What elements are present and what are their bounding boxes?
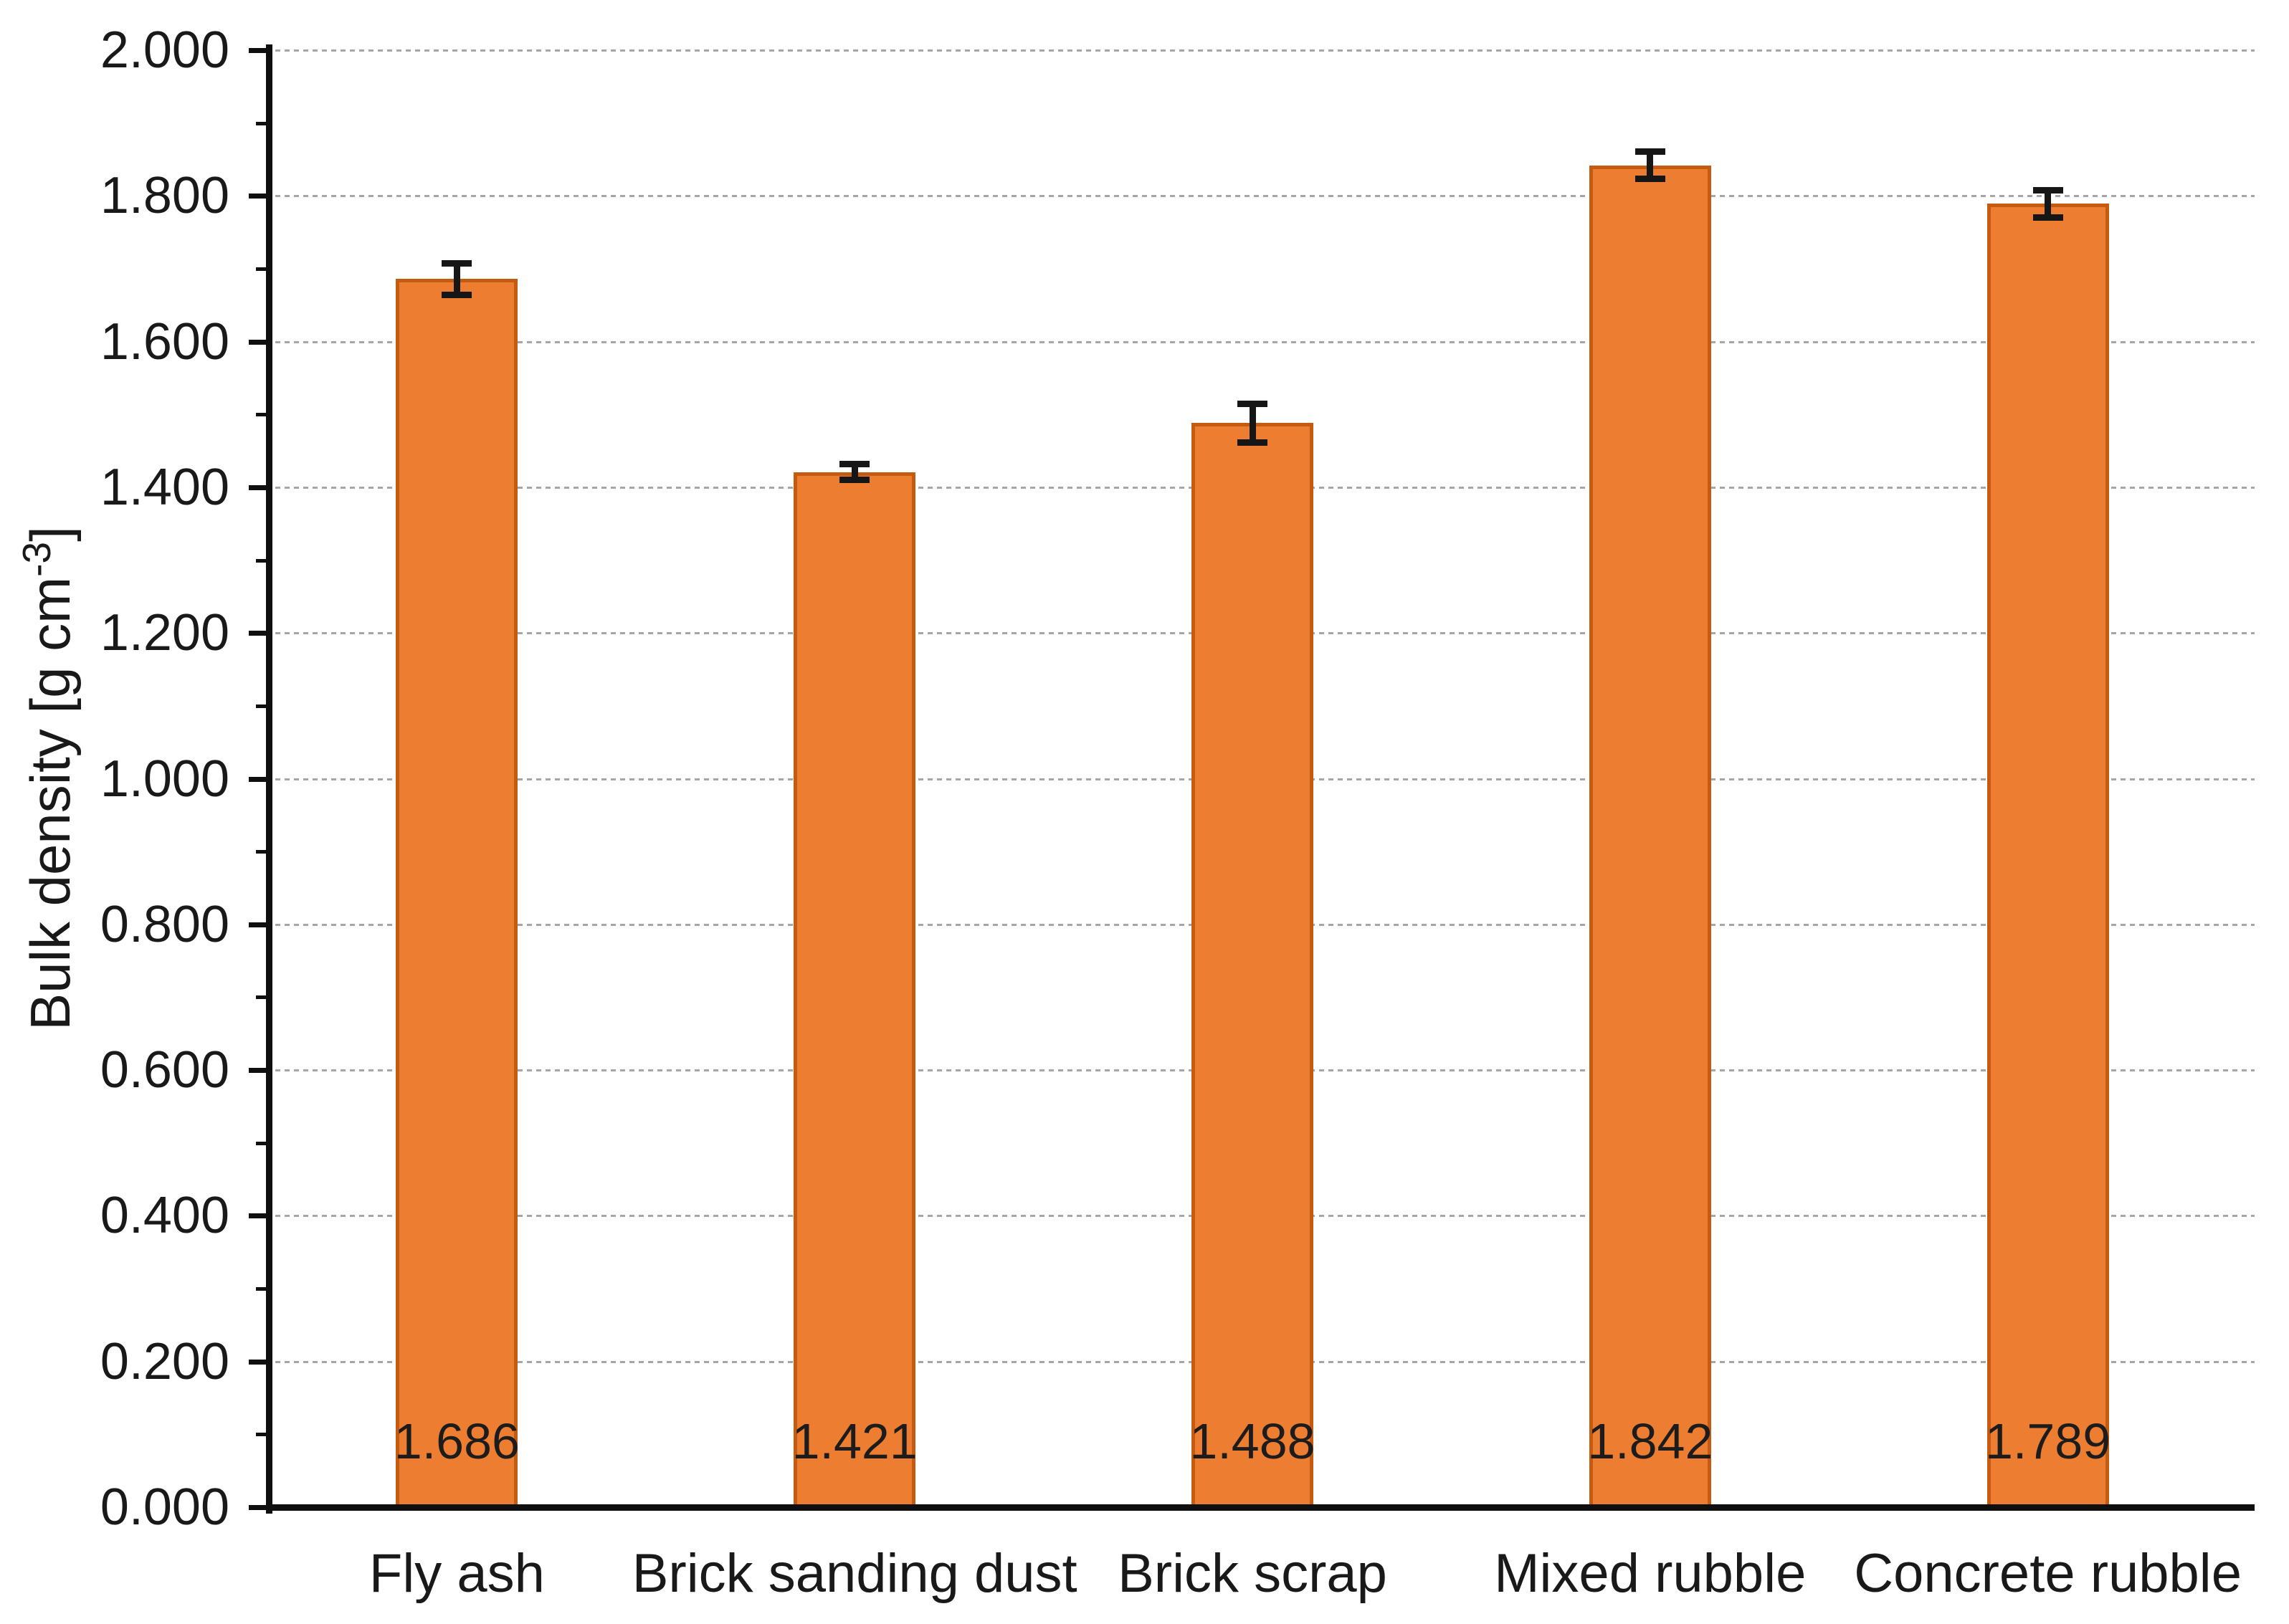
error-bar-line (2045, 190, 2052, 218)
y-axis-major-tick (249, 776, 266, 782)
bar: 1.421 (792, 472, 918, 1511)
y-axis-major-tick (249, 1068, 266, 1074)
y-axis-minor-tick (256, 850, 266, 854)
y-axis-major-tick (249, 631, 266, 636)
y-axis-title-superscript: -3 (14, 541, 59, 577)
y-axis-major-tick (249, 922, 266, 927)
y-axis-minor-tick (256, 121, 266, 125)
error-bar-top-cap (1634, 148, 1665, 156)
y-axis-minor-tick (256, 413, 266, 417)
y-tick-label: 1.800 (100, 167, 229, 225)
error-bar-line (453, 262, 460, 295)
gridline (266, 195, 2255, 198)
bar: 1.842 (1587, 165, 1713, 1511)
bar: 1.488 (1189, 423, 1315, 1511)
y-axis-minor-tick (256, 267, 266, 271)
y-axis-minor-tick (256, 995, 266, 1000)
y-axis-major-tick (249, 1505, 266, 1510)
error-bar-bottom-cap (839, 476, 870, 483)
y-axis-minor-tick (256, 704, 266, 708)
bar-value-label: 1.842 (1587, 1413, 1713, 1469)
error-bar-line (1647, 151, 1654, 179)
bar: 1.686 (394, 279, 520, 1511)
error-bar-bottom-cap (2032, 214, 2063, 221)
y-tick-label: 0.400 (100, 1187, 229, 1245)
y-tick-label: 0.000 (100, 1479, 229, 1536)
bar-value-label: 1.789 (1985, 1413, 2111, 1469)
x-axis-line (266, 1504, 2255, 1511)
bar-value-label: 1.421 (791, 1413, 918, 1469)
x-category-label: Concrete rubble (1854, 1543, 2242, 1604)
y-tick-label: 0.800 (100, 895, 229, 953)
gridline (266, 49, 2255, 52)
y-tick-label: 1.600 (100, 312, 229, 371)
error-bar-top-cap (442, 259, 472, 267)
bar-value-label: 1.488 (1189, 1413, 1315, 1469)
error-bar-bottom-cap (442, 291, 472, 298)
error-bar-line (851, 464, 858, 480)
error-bar-top-cap (839, 461, 870, 468)
y-tick-label: 1.200 (100, 604, 229, 662)
y-axis-minor-tick (256, 558, 266, 563)
y-tick-label: 0.600 (100, 1041, 229, 1099)
y-axis-major-tick (249, 339, 266, 345)
y-axis-line (266, 44, 272, 1514)
y-axis-major-tick (249, 194, 266, 199)
y-axis-major-tick (249, 1359, 266, 1365)
y-axis-minor-tick (256, 1433, 266, 1437)
error-bar-bottom-cap (1634, 175, 1665, 182)
bar: 1.789 (1985, 204, 2110, 1511)
gridline (266, 340, 2255, 343)
error-bar-line (1249, 403, 1256, 443)
y-axis-minor-tick (256, 1287, 266, 1291)
y-tick-label: 1.400 (100, 458, 229, 516)
x-category-label: Brick sanding dust (632, 1543, 1077, 1604)
y-axis-major-tick (249, 484, 266, 490)
error-bar-top-cap (2032, 187, 2063, 194)
y-axis-title-suffix: ] (19, 526, 82, 542)
error-bar-bottom-cap (1237, 439, 1267, 446)
y-tick-label: 2.000 (100, 22, 229, 79)
x-category-label: Mixed rubble (1494, 1543, 1807, 1604)
error-bar-top-cap (1237, 401, 1267, 407)
y-tick-label: 1.000 (100, 750, 229, 808)
y-axis-major-tick (249, 48, 266, 53)
y-axis-minor-tick (256, 1141, 266, 1145)
y-axis-major-tick (249, 1213, 266, 1219)
x-category-label: Brick scrap (1118, 1543, 1387, 1604)
y-tick-label: 0.200 (100, 1332, 229, 1390)
x-category-label: Fly ash (368, 1543, 545, 1604)
bar-value-label: 1.686 (394, 1413, 520, 1469)
